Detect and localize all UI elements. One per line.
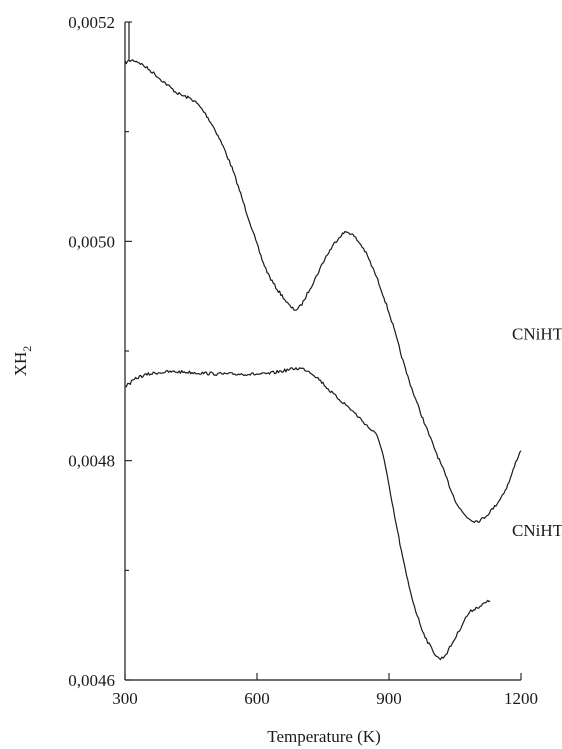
series-annotation: CNiHT5 (723) — [512, 324, 562, 343]
x-axis-label: Temperature (K) — [267, 727, 381, 746]
series-annotation: CNiHT5 (1023) — [512, 521, 562, 540]
ticks — [124, 21, 522, 681]
y-tick-label: 0,0050 — [68, 232, 115, 251]
x-tick-label: 1200 — [504, 689, 538, 708]
tick-labels: 300 600 900 1200 0,0046 0,0048 0,0050 0,0052 — [68, 13, 538, 708]
x-tick-label: 900 — [376, 689, 402, 708]
series-line-2 — [124, 367, 491, 661]
axes — [124, 22, 521, 681]
y-tick-label: 0,0048 — [68, 452, 115, 471]
x-tick-label: 600 — [244, 689, 270, 708]
y-axis-label-text: XH — [11, 352, 30, 377]
series-group — [124, 22, 522, 661]
y-tick-label: 0,0052 — [68, 13, 115, 32]
series-line-1 — [124, 59, 522, 523]
y-axis-label: XH2 — [11, 346, 34, 377]
annotations: CNiHT5 (723) CNiHT5 (1023) — [512, 324, 562, 539]
y-axis-label-subscript: 2 — [20, 346, 34, 352]
y-tick-label: 0,0046 — [68, 671, 115, 690]
x-tick-label: 300 — [112, 689, 138, 708]
